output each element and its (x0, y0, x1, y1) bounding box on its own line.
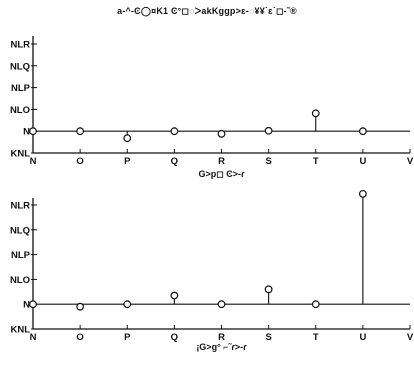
panel1-marker-Q (170, 127, 179, 136)
panel2-marker-N (29, 300, 37, 309)
panel2-y-tick-label: NLO (10, 275, 30, 286)
panel2-y-tick-label: N (23, 300, 30, 311)
panel1-marker-T (311, 109, 320, 118)
panel2-marker-S (264, 285, 273, 294)
panel2-x-tick-label: S (265, 332, 271, 343)
panel2-marker-R (217, 300, 226, 309)
panel1-marker-N (29, 127, 37, 136)
panel1-x-tick-label: S (265, 156, 271, 167)
panel1-marker-P (123, 134, 132, 143)
panel1-y-tick-label: NLP (11, 83, 31, 94)
panel1-x-tick-label: P (124, 156, 131, 167)
panel2-x-tick-label: R (218, 332, 225, 343)
panel1-x-tick-label: O (76, 156, 83, 167)
panel1-x-tick-label: Q (171, 156, 178, 167)
panel1-marker-U (358, 127, 367, 136)
panel2-x-tick-label: V (407, 332, 414, 343)
panel1-y-tick-label: KNL (10, 149, 30, 160)
panel2-y-tick-label: KNL (10, 325, 30, 336)
panel1-marker-R (217, 129, 226, 138)
panel1-y-tick-label: N (23, 127, 30, 138)
panel1-marker-O (76, 127, 85, 136)
panel1-x-tick-label: N (30, 156, 37, 167)
panel2-y-tick-label: NLQ (10, 225, 30, 236)
panel2-x-tick-label: P (124, 332, 131, 343)
panel2-marker-O (76, 302, 85, 311)
panel2-x-axis-label: ¡G>g° ⌐˜ɾ>-ɾ (196, 342, 247, 352)
panel1-x-tick-label: T (313, 156, 319, 167)
panel2-x-tick-label: O (76, 332, 83, 343)
panel1-x-tick-label: R (218, 156, 225, 167)
panel2-x-tick-label: N (30, 332, 37, 343)
panel1-y-tick-label: NLQ (10, 61, 30, 72)
panel2-marker-U (358, 189, 367, 198)
panel2-x-tick-label: U (359, 332, 366, 343)
panel1-x-tick-label: V (407, 156, 414, 167)
panel2-y-tick-label: NLP (11, 250, 31, 261)
panel1-x-tick-label: U (359, 156, 366, 167)
panel1-x-axis-label: G>p◻ Ͼ>-ɾ (199, 169, 245, 179)
panel2-x-tick-label: T (313, 332, 319, 343)
panel2-marker-Q (170, 291, 179, 300)
panel1-marker-S (264, 126, 273, 135)
panel1-y-tick-label: NLR (10, 40, 30, 51)
panel2-y-tick-label: NLR (10, 201, 30, 212)
figure-title: a-^-Ͼ◯¤K1 Ͼ°◻◌ᐳakKggp>ɛ-◌¥¥˙ɛ˙◻-˜® (117, 6, 297, 16)
panel2-marker-P (123, 300, 132, 309)
panel2-x-tick-label: Q (171, 332, 178, 343)
panel1-y-tick-label: NLO (10, 105, 30, 116)
panel2-marker-T (311, 300, 320, 309)
